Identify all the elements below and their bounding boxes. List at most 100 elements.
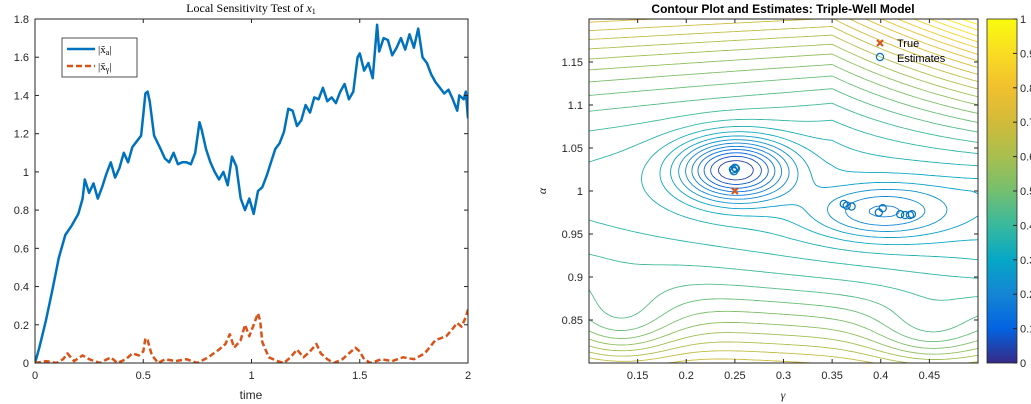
- colorbar-tick-label: 1: [1020, 14, 1026, 26]
- y-tick-label: 1.2: [14, 129, 29, 141]
- contour-chart-title: Contour Plot and Estimates: Triple-Well …: [651, 2, 914, 16]
- x-tick-label: 0.15: [627, 370, 648, 382]
- contour-level-21: [589, 19, 978, 68]
- colorbar-tick-label: 0.5: [1020, 186, 1031, 198]
- y-tick-label: 0.8: [14, 205, 29, 217]
- sensitivity-chart: Local Sensitivity Test of x1 0 0.5 1 1.5 2 0…: [14, 1, 471, 402]
- contour-level-17: [589, 43, 978, 360]
- y-tick-label: 0.6: [14, 243, 29, 255]
- colorbar-tick-label: 0.3: [1020, 255, 1031, 267]
- contour-level-22: [865, 19, 978, 62]
- legend-estimates-marker: [875, 52, 885, 62]
- colorbar-tick-label: 0: [1020, 358, 1026, 370]
- contour-level-4: [697, 149, 776, 193]
- y-tick-label: 1: [577, 186, 583, 198]
- estimate-point: [878, 203, 887, 213]
- sensitivity-series-layer: [35, 23, 468, 363]
- x-tick-label: 0.4: [873, 370, 888, 382]
- y-tick-label: 0.4: [14, 282, 29, 294]
- sensitivity-x-ticks: 0 0.5 1 1.5 2: [32, 19, 471, 382]
- colorbar-tick-label: 0.2: [1020, 289, 1031, 301]
- contour-level-13: [589, 88, 978, 333]
- contour-level-12: [589, 102, 978, 301]
- contour-lines-layer: [589, 19, 978, 363]
- estimate-point: [731, 164, 741, 173]
- x-tick-label: 0: [32, 370, 38, 382]
- x-tick-label: 0.2: [679, 370, 694, 382]
- sensitivity-legend-box: [61, 37, 138, 78]
- estimate-markers-layer: [728, 163, 917, 220]
- estimate-point: [729, 167, 739, 176]
- x-tick-label: 0.45: [919, 370, 940, 382]
- contour-level-1: [718, 160, 754, 181]
- x-tick-label: 1.5: [352, 370, 367, 382]
- y-tick-label: 0.85: [562, 315, 583, 327]
- colorbar-tick-label: 0.4: [1020, 220, 1031, 232]
- colorbar-tick-label: 0.1: [1020, 324, 1031, 336]
- y-tick-label: 1.8: [14, 14, 29, 26]
- contour-y-axis-label: α: [535, 187, 549, 194]
- contour-level-18: [589, 34, 978, 363]
- contour-level-16: [589, 53, 978, 355]
- legend-estimates-label: Estimates: [897, 53, 946, 65]
- contour-y-ticks: 0.85 0.9 0.95 1 1.05 1.1 1.15: [562, 57, 978, 327]
- y-tick-label: 1.4: [14, 90, 29, 102]
- legend-true-label: True: [897, 38, 919, 50]
- estimate-point: [896, 210, 905, 219]
- estimate-point: [842, 201, 851, 210]
- contour-level-19: [589, 26, 978, 363]
- y-tick-label: 1: [23, 167, 29, 179]
- contour-level-15: [589, 64, 978, 349]
- contour-level-8: [670, 135, 978, 238]
- estimate-point: [847, 202, 856, 211]
- colorbar-gradient: [986, 18, 1018, 364]
- contour-level-7: [678, 139, 948, 232]
- y-tick-label: 0.9: [568, 272, 583, 284]
- contour-x-ticks: 0.15 0.2 0.25 0.3 0.35 0.4 0.45: [627, 19, 940, 382]
- x-tick-label: 0.25: [724, 370, 745, 382]
- contour-level-28: [961, 19, 978, 25]
- contour-level-24: [897, 19, 978, 49]
- contour-level-27: [945, 19, 978, 31]
- contour-legend: True Estimates: [875, 38, 946, 65]
- contour-level-2: [710, 155, 762, 185]
- x-tick-label: 2: [465, 370, 471, 382]
- contour-chart: Contour Plot and Estimates: Triple-Well …: [535, 2, 1031, 402]
- contour-level-26: [929, 19, 978, 37]
- x-tick-label: 0.3: [776, 370, 791, 382]
- sensitivity-chart-title: Local Sensitivity Test of x1: [186, 1, 316, 16]
- legend-label-xa: |x̃a|: [98, 44, 111, 57]
- contour-level-10: [641, 125, 978, 261]
- sensitivity-x-axis-label: time: [240, 388, 263, 402]
- series-line-0: [35, 23, 468, 363]
- colorbar-ticks: 0 0.1 0.2 0.3 0.4 0.5 0.6 0.7 0.8 0.9 1: [1013, 14, 1031, 370]
- contour-level-11: [589, 118, 978, 279]
- y-tick-label: 0.95: [562, 229, 583, 241]
- series-line-1: [35, 309, 468, 363]
- x-tick-label: 0.35: [821, 370, 842, 382]
- colorbar: 0 0.1 0.2 0.3 0.4 0.5 0.6 0.7 0.8 0.9 1: [986, 14, 1031, 370]
- y-tick-label: 1.15: [562, 57, 583, 69]
- x-tick-label: 0.5: [136, 370, 151, 382]
- estimate-point: [730, 163, 740, 172]
- legend-label-xgamma: |x̃γ|: [98, 61, 111, 74]
- contour-x-axis-label: γ: [781, 388, 786, 402]
- y-tick-label: 0.2: [14, 320, 29, 332]
- colorbar-tick-label: 0.8: [1020, 83, 1031, 95]
- legend-true-marker: [876, 39, 884, 47]
- y-tick-label: 1.05: [562, 143, 583, 155]
- colorbar-tick-label: 0.6: [1020, 152, 1031, 164]
- sensitivity-y-ticks: 0 0.2 0.4 0.6 0.8 1 1.2 1.4 1.6 1.8: [14, 14, 468, 370]
- contour-level-9: [659, 131, 978, 246]
- y-tick-label: 1.6: [14, 52, 29, 64]
- y-tick-label: 0: [23, 358, 29, 370]
- contour-level-23: [881, 19, 978, 55]
- contour-level-5: [691, 145, 900, 218]
- sensitivity-legend: |x̃a| |x̃γ|: [61, 37, 138, 78]
- true-point: [731, 187, 739, 195]
- estimate-point: [907, 210, 917, 219]
- contour-level-3: [703, 152, 769, 189]
- colorbar-tick-label: 0.7: [1020, 117, 1031, 129]
- colorbar-tick-label: 0.9: [1020, 48, 1031, 60]
